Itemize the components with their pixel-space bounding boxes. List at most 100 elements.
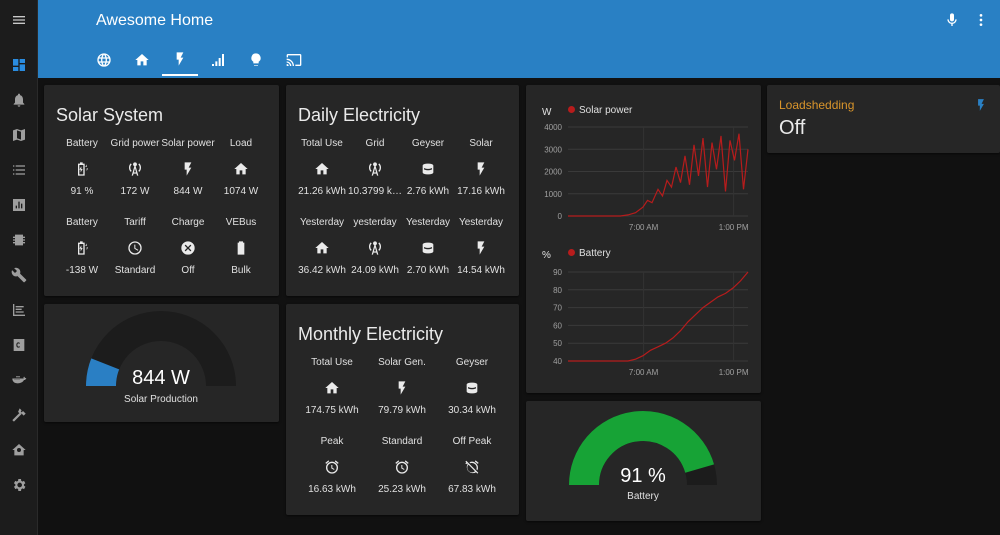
series-line bbox=[568, 133, 749, 217]
sidebar bbox=[0, 0, 38, 535]
entity-daily-row1-2[interactable]: Geyser 2.76 kWh bbox=[401, 138, 455, 200]
entity-value: 30.34 kWh bbox=[448, 405, 496, 416]
y-tick-label: 3000 bbox=[544, 145, 562, 154]
sidebar-item-developer[interactable] bbox=[0, 400, 38, 430]
tab-home[interactable] bbox=[124, 44, 160, 76]
gear-icon bbox=[13, 479, 26, 491]
clock-icon bbox=[128, 241, 142, 255]
sidebar-item-log[interactable] bbox=[0, 295, 38, 325]
entity-value: 2.76 kWh bbox=[406, 186, 450, 197]
alarm-off-icon bbox=[465, 460, 479, 474]
list-icon bbox=[13, 165, 25, 175]
tab-lights[interactable] bbox=[238, 44, 274, 76]
chart-unit: % bbox=[542, 250, 551, 261]
entity-solar_system-row1-2[interactable]: Solar power 844 W bbox=[161, 138, 215, 200]
entity-name: Tariff bbox=[124, 217, 146, 228]
y-tick-label: 90 bbox=[553, 268, 562, 277]
sidebar-item-supervisor[interactable] bbox=[0, 435, 38, 465]
entity-monthly-row2-2[interactable]: Off Peak 67.83 kWh bbox=[445, 436, 499, 498]
battery-card[interactable]: 91 % Battery bbox=[526, 401, 761, 521]
entity-value: 79.79 kWh bbox=[378, 405, 426, 416]
sidebar-item-integration[interactable] bbox=[0, 225, 38, 255]
entity-name: yesterday bbox=[353, 217, 397, 228]
entity-solar_system-row1-0[interactable]: Battery 91 % bbox=[55, 138, 109, 200]
flash-icon bbox=[978, 99, 984, 111]
cast-icon bbox=[286, 54, 302, 66]
globe-icon bbox=[97, 53, 111, 67]
gauge-value: 844 W bbox=[132, 367, 190, 389]
y-tick-label: 60 bbox=[553, 321, 562, 330]
y-tick-label: 1000 bbox=[544, 190, 562, 199]
entity-daily-row2-3[interactable]: Yesterday 14.54 kWh bbox=[454, 217, 508, 279]
x-tick-label: 7:00 AM bbox=[629, 368, 659, 377]
sidebar-item-logbook[interactable] bbox=[0, 155, 38, 185]
entity-monthly-row1-0[interactable]: Total Use 174.75 kWh bbox=[305, 357, 359, 419]
sidebar-item-notifications[interactable] bbox=[0, 85, 38, 115]
more-options-button[interactable] bbox=[971, 10, 991, 30]
y-tick-label: 70 bbox=[553, 304, 562, 313]
entity-solar_system-row2-3[interactable]: VEBus Bulk bbox=[214, 217, 268, 279]
entity-daily-row2-1[interactable]: yesterday 24.09 kWh bbox=[348, 217, 402, 279]
y-tick-label: 2000 bbox=[544, 168, 562, 177]
entity-monthly-row2-0[interactable]: Peak 16.63 kWh bbox=[305, 436, 359, 498]
chip-icon bbox=[13, 234, 25, 246]
entity-value: Standard bbox=[114, 265, 156, 276]
entity-solar_system-row2-0[interactable]: Battery -138 W bbox=[55, 217, 109, 279]
entity-value: 174.75 kWh bbox=[305, 405, 359, 416]
entity-daily-row1-1[interactable]: Grid 10.3799 kWh bbox=[348, 138, 402, 200]
sidebar-item-tools[interactable] bbox=[0, 260, 38, 290]
battery-icon bbox=[237, 241, 245, 255]
solar-production-card[interactable]: 844 W Solar Production bbox=[44, 304, 279, 422]
gauge-label: Solar Production bbox=[124, 394, 198, 405]
entity-solar_system-row2-2[interactable]: Charge Off bbox=[161, 217, 215, 279]
legend-swatch bbox=[568, 106, 575, 113]
bell-icon bbox=[13, 93, 25, 107]
battery-gauge bbox=[569, 411, 717, 486]
sidebar-item-overview[interactable] bbox=[0, 50, 38, 80]
entity-name: Peak bbox=[320, 436, 344, 447]
home-icon bbox=[234, 163, 248, 175]
entity-name: Charge bbox=[171, 217, 205, 228]
chart-legend[interactable]: Battery bbox=[568, 248, 611, 259]
tab-overview[interactable] bbox=[86, 44, 122, 76]
entity-name: Total Use bbox=[301, 138, 343, 149]
loadshedding-card[interactable]: Loadshedding Off bbox=[767, 85, 1000, 153]
entity-solar_system-row2-1[interactable]: Tariff Standard bbox=[108, 217, 162, 279]
battery-chart[interactable]: 40 50 60 70 80 90 7:00 AM 1:00 PM bbox=[526, 260, 761, 385]
history-graph-card: W Solar power 0 1000 2000 3000 4000 7:00 AM 1:… bbox=[526, 85, 761, 393]
sidebar-item-settings[interactable] bbox=[0, 470, 38, 500]
flash-icon bbox=[184, 162, 192, 176]
sidebar-item-history[interactable] bbox=[0, 190, 38, 220]
sidebar-item-docker[interactable] bbox=[0, 365, 38, 395]
entity-solar_system-row1-1[interactable]: Grid power 172 W bbox=[108, 138, 162, 200]
entity-value: 844 W bbox=[173, 186, 203, 197]
sidebar-item-map[interactable] bbox=[0, 120, 38, 150]
entity-daily-row1-0[interactable]: Total Use 21.26 kWh bbox=[295, 138, 349, 200]
voice-button[interactable] bbox=[942, 10, 962, 30]
solar-system-card: Solar System Battery 91 % Grid power 172 W S… bbox=[44, 85, 279, 296]
tab-signal[interactable] bbox=[200, 44, 236, 76]
y-tick-label: 80 bbox=[553, 286, 562, 295]
tab-cast[interactable] bbox=[276, 44, 312, 76]
entity-daily-row1-3[interactable]: Solar 17.16 kWh bbox=[454, 138, 508, 200]
signal-icon bbox=[212, 54, 224, 66]
gauge-label: Battery bbox=[627, 491, 659, 502]
entity-daily-row2-2[interactable]: Yesterday 2.70 kWh bbox=[401, 217, 455, 279]
chart-legend[interactable]: Solar power bbox=[568, 105, 632, 116]
entity-solar_system-row1-3[interactable]: Load 1074 W bbox=[214, 138, 268, 200]
tab-energy[interactable] bbox=[162, 44, 198, 76]
entity-monthly-row1-1[interactable]: Solar Gen. 79.79 kWh bbox=[375, 357, 429, 419]
entity-value: 25.23 kWh bbox=[378, 484, 426, 495]
entity-name: Yesterday bbox=[299, 217, 345, 228]
solar-power-chart[interactable]: 0 1000 2000 3000 4000 7:00 AM 1:00 PM bbox=[526, 115, 761, 240]
logbook-icon bbox=[13, 304, 25, 316]
entity-monthly-row2-1[interactable]: Standard 25.23 kWh bbox=[375, 436, 429, 498]
menu-button[interactable] bbox=[0, 0, 38, 40]
entity-monthly-row1-2[interactable]: Geyser 30.34 kWh bbox=[445, 357, 499, 419]
entity-name: Solar bbox=[469, 138, 493, 149]
alarm-icon bbox=[325, 460, 339, 474]
gauge-track bbox=[86, 311, 236, 387]
daily-electricity-card: Daily Electricity Total Use 21.26 kWh Grid… bbox=[286, 85, 519, 296]
entity-daily-row2-0[interactable]: Yesterday 36.42 kWh bbox=[295, 217, 349, 279]
sidebar-item-code[interactable] bbox=[0, 330, 38, 360]
